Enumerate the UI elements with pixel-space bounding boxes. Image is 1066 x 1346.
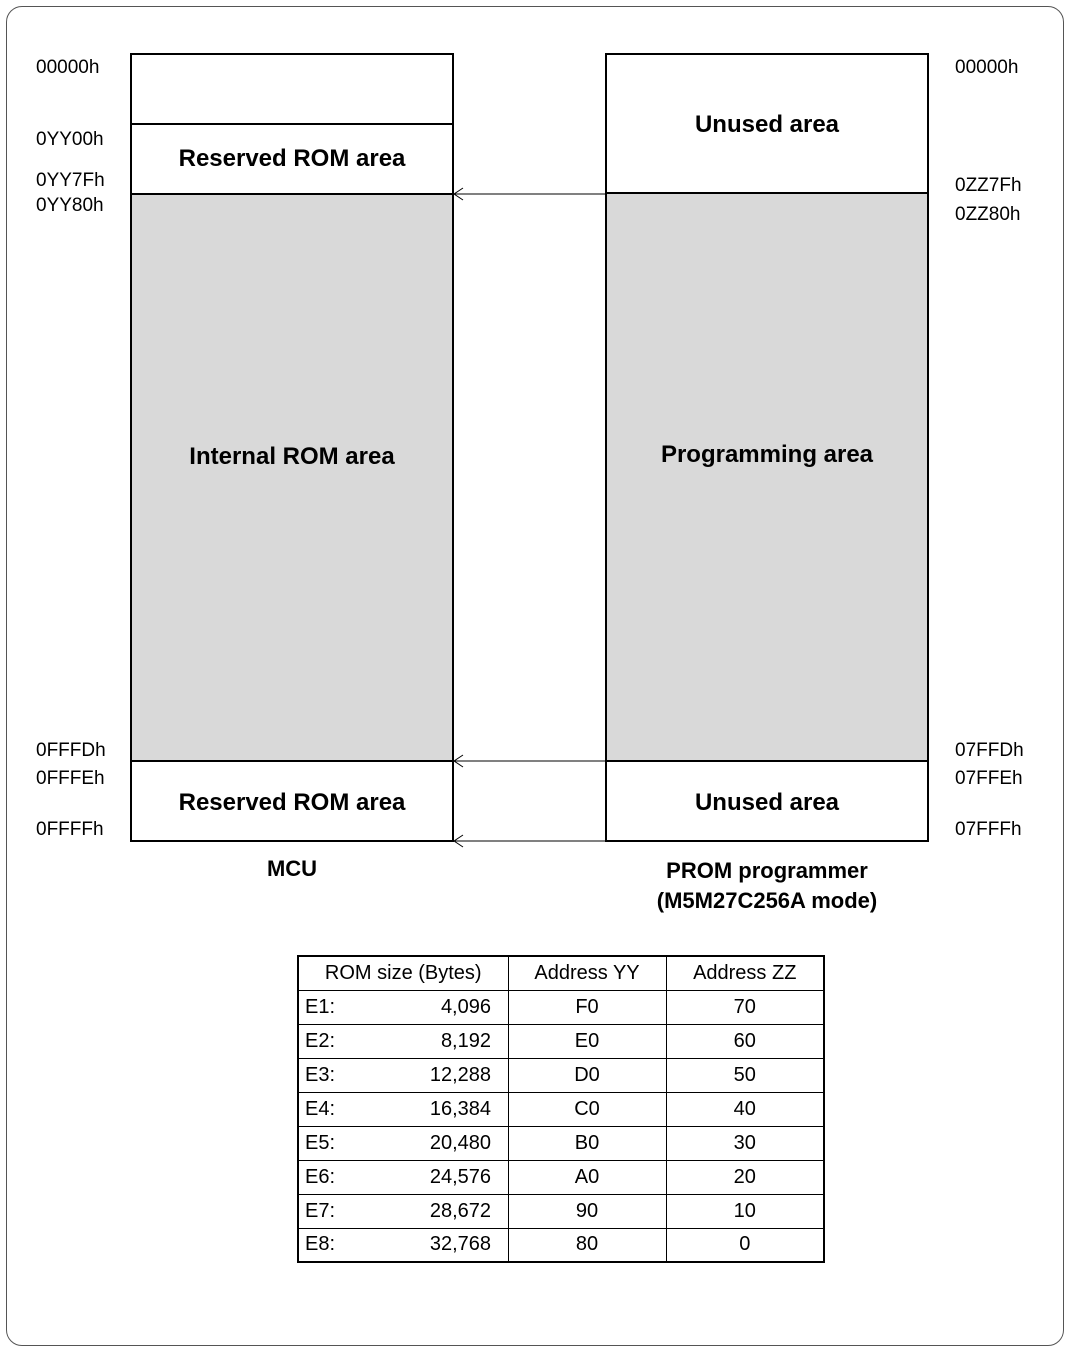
table-header-row: ROM size (Bytes) Address YY Address ZZ <box>297 955 825 991</box>
rom-id: E8: <box>305 1233 336 1256</box>
rom-size: 24,576 <box>429 1165 491 1188</box>
address-zz: 0 <box>665 1227 825 1263</box>
header-address-yy: Address YY <box>507 955 667 991</box>
rom-size: 20,480 <box>429 1131 491 1154</box>
address-yy: 80 <box>507 1227 667 1263</box>
prom-address-label: 0ZZ80h <box>955 204 1021 225</box>
mcu-address-label: 0YY7Fh <box>36 170 105 191</box>
table-row: E6: 24,576 A0 20 <box>297 1159 825 1195</box>
prom-programming-label: Programming area <box>660 441 874 468</box>
rom-id: E4: <box>305 1097 336 1120</box>
rom-size: 28,672 <box>429 1199 491 1222</box>
prom-address-label: 07FFFh <box>955 819 1022 840</box>
table-row: E4: 16,384 C0 40 <box>297 1091 825 1127</box>
address-zz: 40 <box>665 1091 825 1127</box>
rom-id: E5: <box>305 1131 336 1154</box>
address-yy: D0 <box>507 1057 667 1093</box>
mcu-address-label: 0FFFFh <box>36 819 104 840</box>
mcu-reserved-bottom-label: Reserved ROM area <box>178 789 406 816</box>
address-zz: 70 <box>665 989 825 1025</box>
mcu-address-label: 0FFFEh <box>36 768 105 789</box>
mcu-internal-rom-label: Internal ROM area <box>189 443 395 470</box>
mcu-region-reserved-top <box>130 123 454 195</box>
mcu-address-label: 00000h <box>36 57 100 78</box>
prom-unused-bottom-label: Unused area <box>694 789 840 816</box>
address-yy: 90 <box>507 1193 667 1229</box>
mcu-region-top <box>130 53 454 125</box>
prom-address-label: 0ZZ7Fh <box>955 175 1022 196</box>
prom-caption-line1: PROM programmer <box>666 858 868 883</box>
mapping-arrow-top <box>453 187 606 201</box>
prom-region-programming <box>605 192 929 762</box>
rom-id: E2: <box>305 1029 336 1052</box>
rom-size: 8,192 <box>440 1029 491 1052</box>
address-yy: F0 <box>507 989 667 1025</box>
address-yy: C0 <box>507 1091 667 1127</box>
mcu-address-label: 0YY00h <box>36 129 104 150</box>
address-yy: E0 <box>507 1023 667 1059</box>
prom-address-label: 07FFEh <box>955 768 1023 789</box>
prom-address-label: 07FFDh <box>955 740 1024 761</box>
address-yy: B0 <box>507 1125 667 1161</box>
mcu-region-reserved-bottom <box>130 760 454 842</box>
address-zz: 30 <box>665 1125 825 1161</box>
rom-id: E7: <box>305 1199 336 1222</box>
header-address-zz: Address ZZ <box>665 955 825 991</box>
address-yy: A0 <box>507 1159 667 1195</box>
table-row: E1: 4,096 F0 70 <box>297 989 825 1025</box>
rom-size: 12,288 <box>429 1063 491 1086</box>
address-zz: 60 <box>665 1023 825 1059</box>
rom-size-table: ROM size (Bytes) Address YY Address ZZ E… <box>297 955 825 1263</box>
mapping-arrow-middle <box>453 754 606 768</box>
mapping-arrow-bottom <box>453 834 606 848</box>
prom-region-unused-bottom <box>605 760 929 842</box>
table-row: E7: 28,672 90 10 <box>297 1193 825 1229</box>
mcu-caption: MCU <box>266 856 318 881</box>
rom-id: E3: <box>305 1063 336 1086</box>
address-zz: 20 <box>665 1159 825 1195</box>
mcu-address-label: 0FFFDh <box>36 740 106 761</box>
rom-size: 16,384 <box>429 1097 491 1120</box>
address-zz: 50 <box>665 1057 825 1093</box>
prom-unused-top-label: Unused area <box>694 111 840 138</box>
address-zz: 10 <box>665 1193 825 1229</box>
prom-address-label: 00000h <box>955 57 1019 78</box>
table-row: E2: 8,192 E0 60 <box>297 1023 825 1059</box>
rom-size: 4,096 <box>440 995 491 1018</box>
mcu-region-internal-rom <box>130 193 454 762</box>
memory-map-diagram <box>130 53 929 848</box>
table-row: E5: 20,480 B0 30 <box>297 1125 825 1161</box>
header-rom-size: ROM size (Bytes) <box>297 955 509 991</box>
table-row: E3: 12,288 D0 50 <box>297 1057 825 1093</box>
table-row: E8: 32,768 80 0 <box>297 1227 825 1263</box>
mcu-reserved-top-label: Reserved ROM area <box>178 145 406 172</box>
rom-size: 32,768 <box>429 1233 491 1256</box>
prom-caption-line2: (M5M27C256A mode) <box>656 888 878 913</box>
rom-id: E1: <box>305 995 336 1018</box>
rom-id: E6: <box>305 1165 336 1188</box>
mcu-address-label: 0YY80h <box>36 195 104 216</box>
